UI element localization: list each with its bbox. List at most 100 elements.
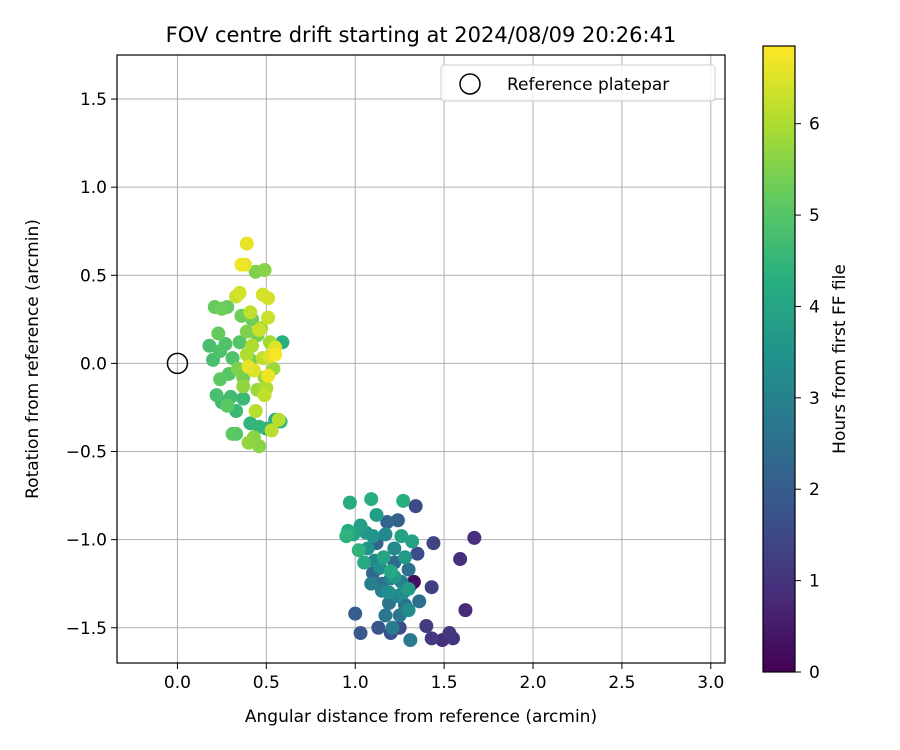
- legend: Reference platepar: [440, 64, 716, 102]
- points-layer: [202, 236, 482, 648]
- y-tick-label: −1.0: [66, 531, 107, 551]
- y-tick-label: 0.5: [80, 266, 107, 286]
- scatter-point: [342, 495, 357, 510]
- y-tick-label: −1.5: [66, 619, 107, 639]
- scatter-point: [214, 301, 229, 316]
- scatter-point: [383, 564, 398, 579]
- scatter-point: [373, 560, 388, 575]
- scatter-point: [220, 398, 235, 413]
- colorbar-tick-label: 3: [809, 389, 820, 409]
- x-tick-label: 1.5: [431, 673, 458, 693]
- scatter-point: [257, 388, 272, 403]
- scatter-point: [403, 633, 418, 648]
- colorbar-gradient: [762, 45, 796, 673]
- scatter-point: [405, 534, 420, 549]
- x-axis-label: Angular distance from reference (arcmin): [245, 707, 597, 727]
- scatter-point: [202, 338, 217, 353]
- scatter-point: [387, 541, 402, 556]
- scatter-point: [339, 529, 354, 544]
- scatter-point: [357, 555, 372, 570]
- scatter-point: [424, 631, 439, 646]
- scatter-point: [353, 626, 368, 641]
- y-tick-label: 1.5: [80, 90, 107, 110]
- scatter-point: [371, 620, 386, 635]
- scatter-point: [243, 305, 258, 320]
- scatter-point: [369, 507, 384, 522]
- x-tick-label: 2.5: [608, 673, 635, 693]
- scatter-point: [396, 493, 411, 508]
- scatter-point: [382, 585, 396, 600]
- scatter-point: [230, 361, 245, 376]
- scatter-point: [239, 324, 254, 339]
- scatter-point: [218, 337, 233, 352]
- scatter-point: [261, 368, 276, 383]
- scatter-point: [232, 335, 247, 350]
- y-tick-label: 0.0: [80, 354, 107, 374]
- scatter-point: [394, 529, 409, 544]
- scatter-point: [271, 412, 286, 427]
- reference-platepar-marker: [166, 352, 189, 375]
- x-tick-label: 0.5: [253, 673, 280, 693]
- colorbar-ticks: 0 1 2 3 4 5 6: [795, 115, 820, 683]
- scatter-point: [225, 351, 240, 366]
- scatter-point: [364, 576, 379, 591]
- scatter-point: [234, 257, 249, 272]
- x-tick-label: 3.0: [697, 673, 724, 693]
- scatter-point: [252, 322, 267, 337]
- scatter-point: [453, 552, 468, 567]
- scatter-point: [241, 435, 256, 450]
- scatter-point: [378, 527, 393, 542]
- colorbar: 0 1 2 3 4 5 6 Hours from first FF file: [762, 45, 850, 683]
- scatter-point: [257, 263, 272, 278]
- colorbar-tick-label: 2: [809, 480, 820, 500]
- y-axis-label: Rotation from reference (arcmin): [23, 219, 43, 499]
- colorbar-tick-label: 1: [809, 572, 820, 592]
- scatter-point: [424, 580, 439, 595]
- scatter-point: [248, 403, 263, 418]
- chart-title: FOV centre drift starting at 2024/08/09 …: [166, 23, 677, 47]
- legend-label: Reference platepar: [507, 75, 669, 95]
- scatter-point: [380, 515, 395, 530]
- scatter-point: [390, 513, 405, 528]
- colorbar-tick-label: 5: [809, 206, 820, 226]
- scatter-point: [410, 546, 425, 561]
- scatter-point: [351, 543, 366, 558]
- scatter-point: [232, 285, 247, 300]
- scatter-point: [268, 347, 283, 362]
- scatter-point: [385, 620, 400, 635]
- scatter-point: [211, 326, 226, 341]
- x-tick-label: 0.0: [164, 673, 191, 693]
- legend-marker-icon: [459, 73, 481, 95]
- colorbar-tick-label: 6: [809, 115, 820, 135]
- scatter-point: [401, 603, 416, 618]
- scatter-point: [412, 594, 427, 609]
- y-tick-label: 1.0: [80, 178, 107, 198]
- x-tick-label: 1.0: [342, 673, 369, 693]
- scatter-point: [408, 499, 423, 514]
- scatter-point: [241, 359, 256, 374]
- scatter-point: [236, 391, 251, 406]
- scatter-point: [401, 562, 416, 577]
- scatter-point: [225, 426, 240, 441]
- scatter-point: [378, 608, 393, 623]
- scatter-point: [261, 291, 276, 306]
- scatter-point: [376, 550, 391, 565]
- plot-frame: [116, 54, 726, 664]
- scatter-point: [426, 536, 441, 551]
- scatter-point: [467, 530, 482, 545]
- colorbar-tick-label: 0: [809, 663, 820, 683]
- scatter-point: [239, 347, 254, 362]
- scatter-point: [442, 626, 457, 641]
- colorbar-label: Hours from first FF file: [830, 264, 850, 454]
- scatter-point: [239, 236, 254, 251]
- scatter-point: [348, 606, 363, 621]
- scatter-point: [236, 379, 251, 394]
- scatter-point: [419, 618, 434, 633]
- scatter-point: [401, 581, 416, 596]
- y-tick-label: −0.5: [66, 443, 107, 463]
- scatter-point: [243, 416, 258, 431]
- scatter-point: [364, 492, 379, 507]
- scatter-point: [209, 388, 224, 403]
- scatter-point: [261, 310, 276, 325]
